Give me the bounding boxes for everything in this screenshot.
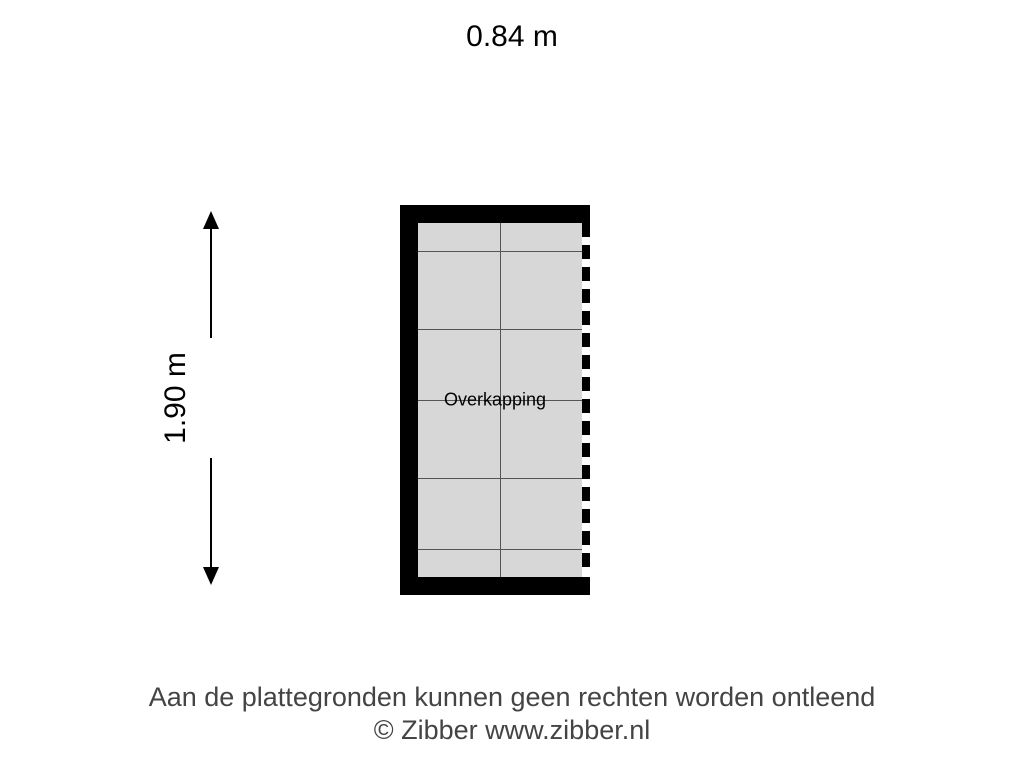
wall-bottom — [400, 577, 590, 595]
footer-disclaimer: Aan de plattegronden kunnen geen rechten… — [0, 681, 1024, 749]
height-dimension-label: 1.90 m — [159, 352, 193, 444]
room-label: Overkapping — [444, 390, 546, 411]
wall-top — [400, 205, 590, 223]
floorplan-canvas: 0.84 m 1.90 m Overkapping Aan de platteg… — [0, 0, 1024, 768]
wall-right-dashed — [582, 223, 590, 577]
floorplan-room: Overkapping — [400, 205, 590, 595]
footer-line2: © Zibber www.zibber.nl — [0, 714, 1024, 748]
tile-grid-line — [418, 251, 582, 252]
arrow-up-icon — [203, 211, 219, 229]
dimension-arrow-gap — [205, 338, 217, 458]
wall-left — [400, 205, 418, 595]
arrow-down-icon — [203, 567, 219, 585]
tile-grid-line — [418, 478, 582, 479]
height-dimension-group: 1.90 m — [175, 213, 235, 583]
tile-grid-line — [418, 329, 582, 330]
footer-line1: Aan de plattegronden kunnen geen rechten… — [0, 681, 1024, 715]
width-dimension-label: 0.84 m — [0, 20, 1024, 54]
tile-grid-line — [418, 549, 582, 550]
